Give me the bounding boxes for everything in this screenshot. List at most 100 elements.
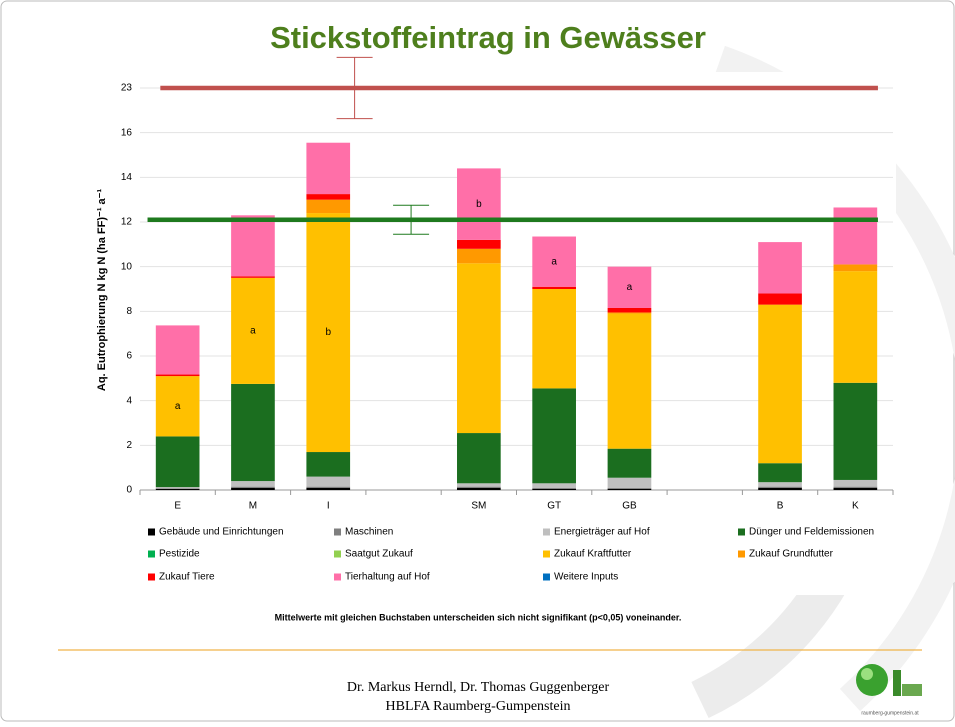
bar-segment	[457, 486, 501, 488]
chart-title: Stickstoffeintrag in Gewässer	[270, 20, 706, 55]
bar-segment	[758, 242, 802, 294]
bar-segment	[231, 277, 275, 384]
bar-segment	[155, 488, 200, 489]
bar-segment	[833, 479, 878, 487]
bar-segment	[758, 304, 802, 464]
bar-segment	[607, 487, 652, 489]
logo-circle	[856, 664, 888, 696]
bar-segment	[306, 194, 351, 200]
legend-label: Gebäude und Einrichtungen	[159, 527, 284, 538]
y-tick-label: 0	[126, 485, 132, 496]
bar-segment	[231, 276, 275, 278]
bar-segment	[155, 436, 200, 488]
bar-segment	[155, 487, 200, 489]
bar-segment	[532, 236, 576, 287]
x-tick-label: SM	[471, 501, 486, 512]
bar-segment	[457, 239, 501, 249]
bar-segment	[833, 382, 878, 480]
bar-segment	[607, 477, 652, 488]
bar-segment	[607, 313, 652, 449]
y-tick-label: 10	[121, 261, 133, 272]
bar-segment	[457, 263, 501, 434]
legend-swatch	[334, 528, 341, 536]
bar-segment	[306, 487, 351, 490]
legend-label: Saatgut Zukauf	[345, 549, 413, 560]
logo-bar	[902, 684, 922, 696]
footnote: Mittelwerte mit gleichen Buchstaben unte…	[275, 612, 682, 622]
bar-segment	[607, 488, 652, 490]
legend-swatch	[148, 573, 155, 581]
logo-highlight	[861, 668, 873, 680]
logo-text: raumberg-gumpenstein.at	[861, 710, 919, 716]
legend-label: Energieträger auf Hof	[554, 527, 650, 538]
legend-swatch	[738, 528, 745, 536]
bar-segment	[457, 168, 501, 240]
y-tick-label: 6	[126, 351, 132, 362]
bar-segment	[155, 325, 200, 375]
segment-label: b	[476, 199, 482, 210]
bar-segment	[231, 487, 275, 490]
y-tick-label: 12	[121, 217, 133, 228]
legend-swatch	[738, 550, 745, 558]
legend-swatch	[543, 573, 550, 581]
legend-swatch	[334, 550, 341, 558]
bar-segment	[833, 271, 878, 383]
legend-swatch	[148, 528, 155, 536]
x-tick-label: K	[852, 501, 859, 512]
bar-segment	[306, 142, 351, 195]
y-tick-label: 2	[126, 440, 132, 451]
legend-label: Zukauf Tiere	[159, 572, 215, 583]
logo-bar	[893, 670, 901, 696]
footer-institution: HBLFA Raumberg-Gumpenstein	[386, 699, 571, 714]
bar-segment	[758, 463, 802, 483]
bar-segment	[532, 388, 576, 484]
legend-swatch	[543, 550, 550, 558]
bar-segment	[833, 264, 878, 272]
bar-segment	[607, 448, 652, 478]
bar-segment	[231, 383, 275, 482]
bar-segment	[758, 486, 802, 488]
bar-segment	[155, 374, 200, 377]
legend-swatch	[148, 550, 155, 558]
legend-label: Pestizide	[159, 549, 200, 560]
bar-segment	[155, 488, 200, 490]
x-tick-label: B	[777, 501, 784, 512]
bar-segment	[532, 286, 576, 289]
bar-segment	[833, 486, 878, 488]
legend-swatch	[543, 528, 550, 536]
bar-segment	[833, 207, 878, 265]
x-tick-label: E	[174, 501, 181, 512]
y-axis-label: Aq. Eutrophierung N kg N (ha FF)⁻¹ a⁻¹	[96, 189, 108, 392]
bar-segment	[231, 481, 275, 487]
bar-segment	[532, 488, 576, 490]
bar-segment	[758, 482, 802, 487]
legend-label: Zukauf Kraftfutter	[554, 549, 632, 560]
segment-label: a	[551, 256, 557, 267]
x-tick-label: M	[249, 501, 257, 512]
y-tick-label: 14	[121, 172, 133, 183]
legend-label: Zukauf Grundfutter	[749, 549, 834, 560]
bar-segment	[231, 486, 275, 488]
bar-segment	[532, 483, 576, 488]
bar-segment	[457, 248, 501, 264]
bar-segment	[758, 487, 802, 490]
bar-segment	[306, 476, 351, 487]
bar-segment	[231, 215, 275, 277]
bar-segment	[833, 487, 878, 490]
segment-label: a	[627, 282, 633, 293]
bar-segment	[607, 307, 652, 313]
x-tick-label: I	[327, 501, 330, 512]
y-tick-label: 23	[121, 83, 133, 94]
segment-label: b	[325, 327, 331, 338]
bar-segment	[306, 486, 351, 488]
y-tick-label: 4	[126, 395, 132, 406]
bar-segment	[532, 487, 576, 489]
y-tick-label: 8	[126, 306, 132, 317]
bar-segment	[306, 199, 351, 214]
legend-label: Maschinen	[345, 527, 393, 538]
bar-segment	[306, 452, 351, 477]
bar-segment	[607, 266, 652, 308]
legend-label: Weitere Inputs	[554, 572, 618, 583]
bar-segment	[306, 213, 351, 453]
